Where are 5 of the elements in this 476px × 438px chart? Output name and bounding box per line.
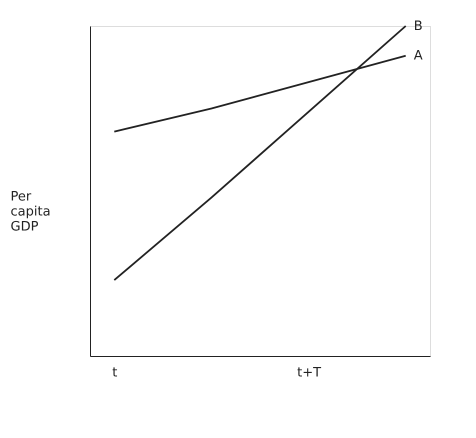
series-label: A bbox=[414, 48, 423, 64]
x-tick-label: t bbox=[112, 366, 118, 380]
x-tick-label: t+T bbox=[297, 366, 322, 380]
y-axis-title: Per capita GDP bbox=[10, 190, 51, 234]
series-label: B bbox=[414, 19, 423, 34]
